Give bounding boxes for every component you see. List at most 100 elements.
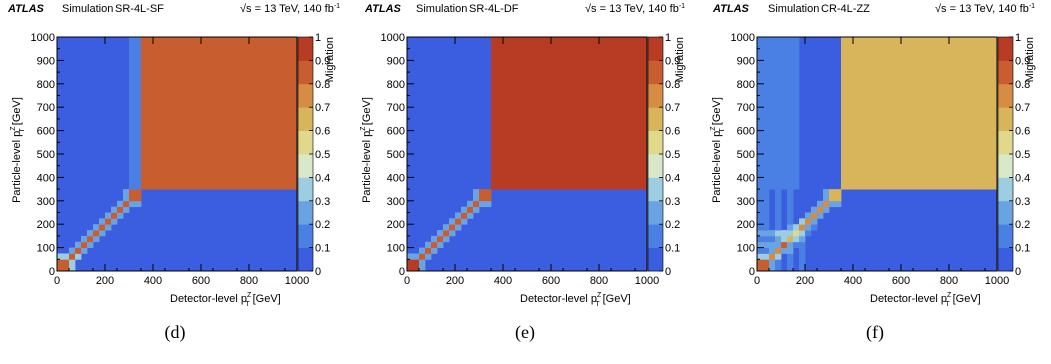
y-tick-label: 100 bbox=[37, 243, 55, 255]
heatmap-cell bbox=[805, 218, 812, 225]
region-label: SR-4L-SF bbox=[115, 3, 164, 15]
region-label: CR-4L-ZZ bbox=[821, 3, 870, 15]
y-tick-label: 200 bbox=[387, 219, 405, 231]
colorbar-segment bbox=[648, 107, 663, 131]
colorbar-tick-label: 0.5 bbox=[665, 149, 680, 161]
heatmap-cell bbox=[81, 241, 88, 248]
colorbar-tick-label: 0 bbox=[315, 266, 321, 278]
colorbar-segment bbox=[648, 60, 663, 85]
y-tick-label: 300 bbox=[37, 196, 55, 208]
colorbar-title: Migration bbox=[674, 37, 686, 82]
colorbar-segment bbox=[998, 60, 1013, 85]
colorbar-tick-label: 0.6 bbox=[315, 126, 330, 138]
colorbar-segment bbox=[648, 83, 663, 108]
heatmap-cell bbox=[407, 259, 420, 272]
heatmap-cell bbox=[769, 235, 776, 243]
heatmap-cell bbox=[841, 37, 998, 190]
heatmap-cell bbox=[799, 241, 806, 248]
heatmap-cell bbox=[817, 206, 824, 213]
colorbar-segment bbox=[998, 247, 1013, 272]
heatmap-cell bbox=[799, 235, 806, 243]
colorbar-segment bbox=[648, 154, 663, 178]
heatmap-cell bbox=[775, 206, 782, 213]
colorbar-tick-label: 0.8 bbox=[1015, 79, 1030, 91]
colorbar-segment bbox=[298, 37, 313, 61]
colorbar-tick-label: 1 bbox=[315, 32, 321, 44]
y-tick-label: 300 bbox=[737, 196, 755, 208]
colorbar-tick-label: 0.4 bbox=[1015, 172, 1030, 184]
colorbar-segment bbox=[298, 224, 313, 248]
colorbar-tick-label: 0.1 bbox=[315, 243, 330, 255]
heatmap-cell bbox=[69, 247, 76, 254]
atlas-label: ATLAS bbox=[712, 3, 750, 15]
y-tick-label: 700 bbox=[37, 102, 55, 114]
x-axis-title: Detector-level pZ T [GeV] bbox=[520, 292, 631, 308]
colorbar-tick-label: 0.7 bbox=[1015, 102, 1030, 114]
y-tick-label: 800 bbox=[37, 79, 55, 91]
heatmap-cell bbox=[123, 206, 130, 213]
y-tick-label: 600 bbox=[37, 126, 55, 138]
colorbar-segment bbox=[648, 224, 663, 248]
heatmap-cell bbox=[81, 247, 88, 254]
migration-matrix-panel: 0 200 400 600 800 1000 0 100 200 300 400 500 600 700 8… bbox=[0, 0, 350, 364]
region-label: SR-4L-DF bbox=[469, 3, 519, 15]
panel-caption: (d) bbox=[164, 322, 186, 342]
heatmap-cell bbox=[455, 212, 462, 219]
y-tick-label: 600 bbox=[737, 126, 755, 138]
heatmap-cell bbox=[799, 259, 806, 272]
heatmap-cell bbox=[811, 224, 818, 231]
heatmap-cell bbox=[781, 241, 788, 248]
x-tick-label: 1000 bbox=[635, 275, 659, 287]
x-tick-label: 400 bbox=[494, 275, 512, 287]
x-tick-label: 800 bbox=[590, 275, 608, 287]
heatmap-cell bbox=[479, 200, 492, 208]
colorbar-segment bbox=[998, 130, 1013, 155]
colorbar-tick-label: 0.5 bbox=[1015, 149, 1030, 161]
heatmap-cell bbox=[769, 37, 776, 190]
heatmap-cell bbox=[799, 218, 806, 225]
heatmap-cell bbox=[419, 247, 426, 254]
heatmap-cell bbox=[811, 218, 818, 225]
heatmap-cell bbox=[793, 235, 800, 243]
colorbar-tick-label: 0.3 bbox=[665, 196, 680, 208]
heatmap-cell bbox=[461, 206, 468, 213]
y-tick-label: 500 bbox=[387, 149, 405, 161]
y-tick-label: 0 bbox=[749, 266, 755, 278]
y-tick-label: 400 bbox=[737, 172, 755, 184]
heatmap-cell bbox=[87, 241, 94, 248]
heatmap-cell bbox=[473, 200, 480, 208]
colorbar-tick-label: 0.3 bbox=[315, 196, 330, 208]
colorbar-tick-label: 0.6 bbox=[665, 126, 680, 138]
colorbar-segment bbox=[998, 200, 1013, 225]
colorbar-tick-label: 0 bbox=[665, 266, 671, 278]
y-tick-label: 100 bbox=[737, 243, 755, 255]
heatmap-cell bbox=[461, 212, 468, 219]
colorbar-segment bbox=[298, 60, 313, 85]
heatmap-cell bbox=[787, 37, 794, 190]
colorbar-tick-label: 1 bbox=[665, 32, 671, 44]
heatmap-cell bbox=[775, 200, 782, 208]
colorbar-tick-label: 0.5 bbox=[315, 149, 330, 161]
y-axis-title: Particle-level pZ T[GeV] bbox=[710, 97, 726, 203]
colorbar-tick-label: 1 bbox=[1015, 32, 1021, 44]
heatmap-cell bbox=[467, 206, 474, 213]
colorbar-segment bbox=[298, 247, 313, 272]
y-tick-label: 1000 bbox=[731, 32, 755, 44]
heatmap-cell bbox=[449, 218, 456, 225]
colorbar-segment bbox=[998, 154, 1013, 178]
heatmap-cell bbox=[757, 253, 770, 260]
colorbar-segment bbox=[298, 130, 313, 155]
heatmap-cell bbox=[787, 218, 794, 225]
heatmap-cell bbox=[787, 247, 794, 254]
heatmap-cell bbox=[425, 241, 432, 248]
colorbar-tick-label: 0.2 bbox=[315, 219, 330, 231]
colorbar-tick-label: 0.9 bbox=[665, 55, 680, 67]
y-tick-label: 700 bbox=[737, 102, 755, 114]
y-tick-label: 1000 bbox=[31, 32, 55, 44]
colorbar-tick-label: 0.7 bbox=[315, 102, 330, 114]
heatmap-cell bbox=[775, 235, 782, 243]
heatmap-cell bbox=[787, 189, 794, 202]
heatmap-cell bbox=[793, 241, 800, 248]
heatmap-cell bbox=[473, 189, 480, 202]
heatmap-cell bbox=[69, 253, 76, 260]
